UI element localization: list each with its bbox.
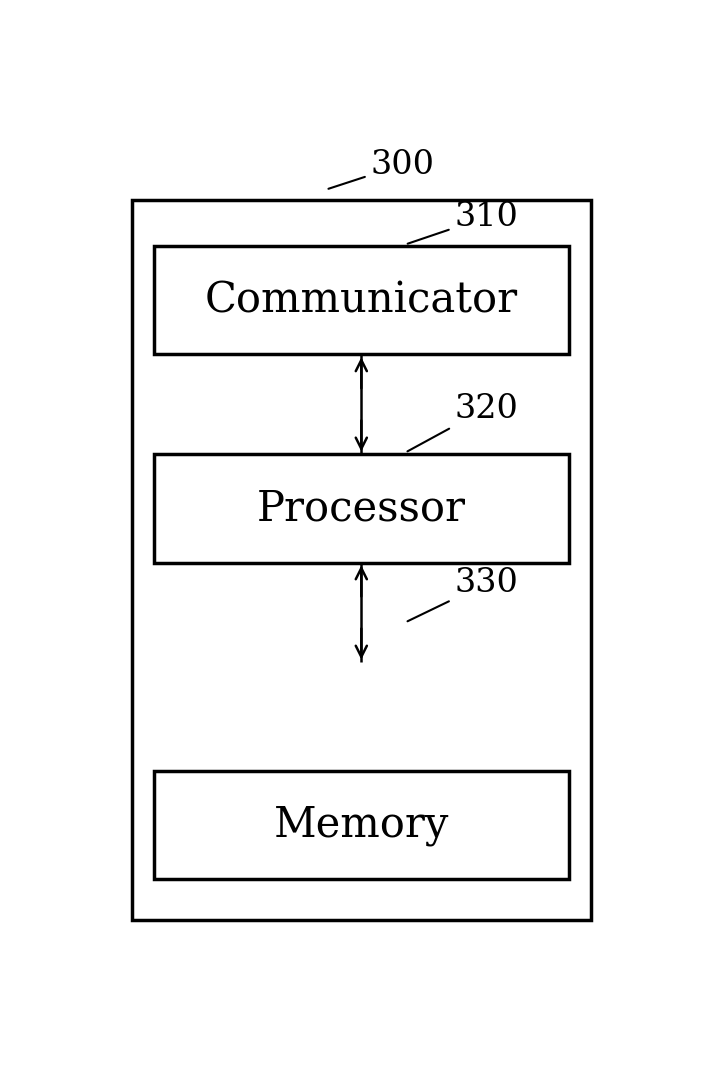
Text: Processor: Processor [257,488,466,530]
Bar [154,246,569,355]
Text: Memory: Memory [274,804,449,845]
Text: 300: 300 [329,149,434,189]
Bar [154,454,569,562]
Text: 310: 310 [407,201,518,243]
Text: 320: 320 [407,392,518,452]
Bar [132,200,591,921]
Bar [154,771,569,879]
Text: Communicator: Communicator [204,279,518,321]
Text: 330: 330 [407,568,518,622]
